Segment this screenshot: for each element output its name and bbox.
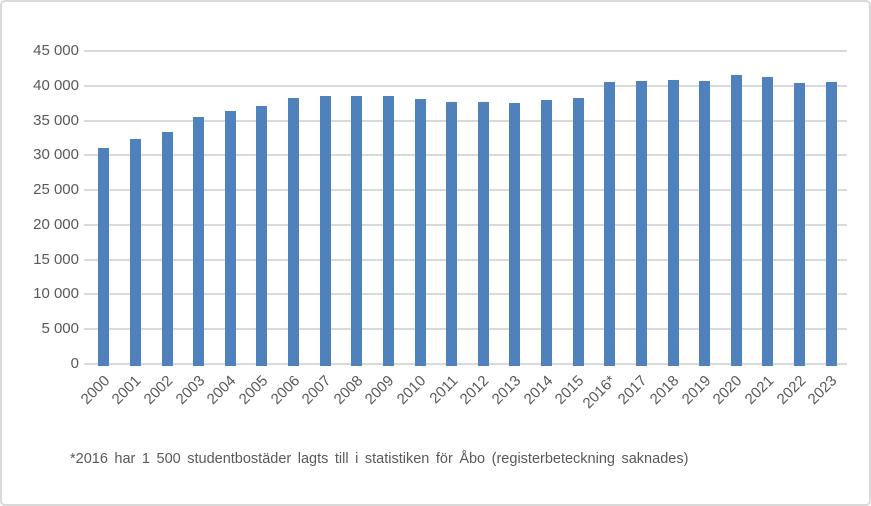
gridline-35000 — [84, 119, 847, 122]
y-axis-label-30000: 30 000 — [33, 146, 79, 164]
bar-2005 — [256, 105, 268, 366]
y-axis-label-10000: 10 000 — [33, 285, 79, 303]
gridline-0 — [84, 363, 847, 365]
y-axis-label-40000: 40 000 — [33, 76, 79, 94]
bar-2010 — [414, 98, 426, 366]
gridline-10000 — [84, 293, 847, 296]
bar-2018 — [667, 79, 679, 366]
bar-2012 — [477, 101, 489, 366]
gridline-15000 — [84, 258, 847, 261]
gridline-30000 — [84, 154, 847, 157]
y-axis-label-20000: 20 000 — [33, 215, 79, 233]
bar-2006 — [288, 98, 300, 366]
bar-2002 — [161, 131, 173, 366]
y-axis-label-5000: 5 000 — [41, 320, 79, 338]
gridline-25000 — [84, 189, 847, 192]
bar-2020 — [730, 75, 742, 366]
bar-2021 — [762, 76, 774, 366]
bar-2017 — [635, 80, 647, 366]
bar-2000 — [98, 147, 110, 366]
gridline-5000 — [84, 328, 847, 331]
bar-2016 — [604, 81, 616, 366]
bar-2013 — [509, 103, 521, 366]
bar-2009 — [382, 95, 394, 366]
bar-2008 — [351, 95, 363, 366]
bar-2007 — [319, 96, 331, 366]
chart-footnote: *2016 har 1 500 studentbostäder lagts ti… — [70, 451, 689, 467]
bar-2022 — [794, 82, 806, 366]
bar-2023 — [825, 81, 837, 366]
bar-2014 — [541, 99, 553, 366]
gridline-40000 — [84, 84, 847, 87]
bar-2015 — [572, 97, 584, 366]
bar-2011 — [446, 101, 458, 366]
bar-2019 — [699, 80, 711, 366]
bar-2001 — [129, 139, 141, 366]
y-axis-label-15000: 15 000 — [33, 250, 79, 268]
bar-2004 — [224, 110, 236, 366]
gridline-45000 — [84, 50, 847, 52]
y-axis-label-0: 0 — [70, 355, 79, 372]
y-axis-label-35000: 35 000 — [33, 111, 79, 129]
y-axis-label-45000: 45 000 — [33, 42, 79, 59]
y-axis-label-25000: 25 000 — [33, 181, 79, 199]
bar-2003 — [193, 117, 205, 366]
gridline-20000 — [84, 223, 847, 226]
